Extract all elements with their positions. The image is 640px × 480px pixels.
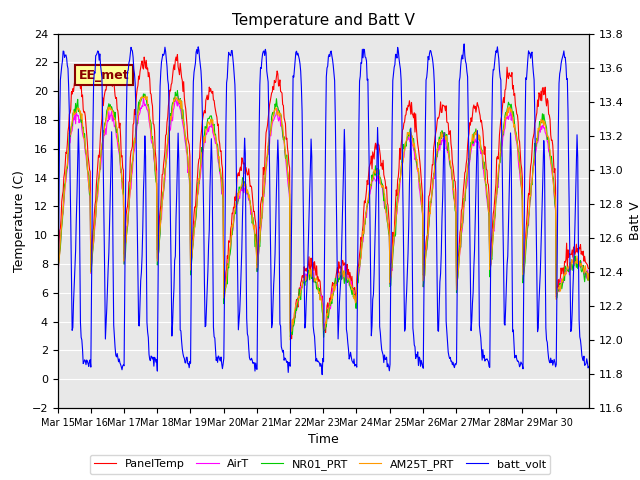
AM25T_PRT xyxy=(116,148,124,154)
AirT xyxy=(116,155,124,160)
Line: AM25T_PRT: AM25T_PRT xyxy=(58,96,589,340)
NR01_PRT xyxy=(54,273,61,278)
Legend: PanelTemp, AirT, NR01_PRT, AM25T_PRT, batt_volt: PanelTemp, AirT, NR01_PRT, AM25T_PRT, ba… xyxy=(90,455,550,474)
AirT xyxy=(380,192,387,198)
AM25T_PRT xyxy=(380,182,387,188)
batt_volt xyxy=(214,360,221,365)
NR01_PRT xyxy=(241,179,248,185)
Y-axis label: Temperature (C): Temperature (C) xyxy=(13,170,26,272)
Line: AirT: AirT xyxy=(58,96,589,331)
NR01_PRT xyxy=(585,274,593,279)
Title: Temperature and Batt V: Temperature and Batt V xyxy=(232,13,415,28)
PanelTemp xyxy=(261,164,269,170)
NR01_PRT xyxy=(409,135,417,141)
AM25T_PRT xyxy=(141,93,148,99)
AM25T_PRT xyxy=(214,156,222,162)
PanelTemp xyxy=(54,260,61,266)
AM25T_PRT xyxy=(585,271,593,276)
batt_volt xyxy=(54,362,61,368)
batt_volt xyxy=(408,241,416,247)
NR01_PRT xyxy=(320,335,328,340)
Y-axis label: Batt V: Batt V xyxy=(629,202,640,240)
Line: PanelTemp: PanelTemp xyxy=(58,55,589,339)
AirT xyxy=(261,185,269,191)
AirT xyxy=(287,328,295,334)
batt_volt xyxy=(585,364,593,370)
PanelTemp xyxy=(585,266,593,272)
PanelTemp xyxy=(173,52,181,58)
AirT xyxy=(585,276,593,281)
NR01_PRT xyxy=(116,154,124,160)
AM25T_PRT xyxy=(261,179,269,185)
batt_volt xyxy=(318,372,326,377)
AirT xyxy=(241,185,248,191)
AirT xyxy=(409,143,417,148)
AM25T_PRT xyxy=(54,271,61,277)
batt_volt xyxy=(240,162,248,168)
Text: EE_met: EE_met xyxy=(79,69,129,82)
PanelTemp xyxy=(380,157,387,163)
NR01_PRT xyxy=(261,179,269,185)
AirT xyxy=(174,93,182,99)
PanelTemp xyxy=(214,121,222,127)
X-axis label: Time: Time xyxy=(308,433,339,446)
PanelTemp xyxy=(116,120,124,126)
PanelTemp xyxy=(241,160,248,166)
Line: batt_volt: batt_volt xyxy=(58,44,589,374)
AM25T_PRT xyxy=(409,140,417,146)
AM25T_PRT xyxy=(241,183,248,189)
NR01_PRT xyxy=(380,185,387,191)
batt_volt xyxy=(260,48,268,54)
PanelTemp xyxy=(288,336,296,342)
AirT xyxy=(214,159,222,165)
AirT xyxy=(54,271,61,277)
PanelTemp xyxy=(409,112,417,118)
batt_volt xyxy=(379,349,387,355)
Line: NR01_PRT: NR01_PRT xyxy=(58,91,589,337)
AM25T_PRT xyxy=(287,337,294,343)
batt_volt xyxy=(460,41,468,47)
NR01_PRT xyxy=(173,88,181,94)
batt_volt xyxy=(116,360,124,366)
NR01_PRT xyxy=(214,151,222,156)
